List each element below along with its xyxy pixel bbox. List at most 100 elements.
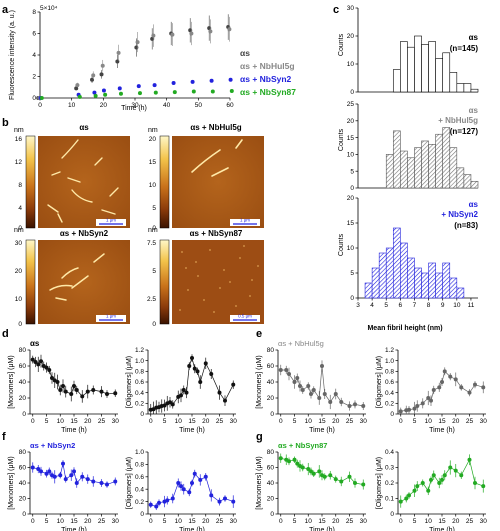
- y-tick-label: 20: [347, 195, 355, 202]
- y-tick-label: 0: [270, 411, 274, 418]
- data-point: [190, 481, 194, 485]
- data-point: [448, 374, 453, 379]
- data-point: [300, 465, 305, 470]
- data-point: [190, 356, 194, 360]
- data-point: [398, 499, 403, 504]
- x-tick-label: 4: [370, 302, 374, 309]
- data-point: [467, 390, 472, 395]
- data-point: [179, 393, 183, 398]
- y-tick-label: 0.1: [385, 496, 394, 503]
- data-point: [176, 481, 181, 485]
- x-tick-label: 10: [453, 302, 461, 309]
- data-point: [190, 79, 195, 84]
- x-tick-label: 3: [356, 302, 360, 309]
- x-tick-label: 20: [202, 518, 210, 525]
- hist-n: (n=83): [454, 221, 478, 230]
- x-tick-label: 10: [175, 518, 183, 525]
- y-tick-label: 0.2: [385, 401, 394, 408]
- afm-image: [38, 136, 130, 228]
- data-point: [58, 388, 63, 392]
- data-point: [361, 482, 366, 487]
- x-tick-label: 20: [332, 518, 340, 525]
- data-point: [440, 380, 444, 384]
- scalebar-label: 1 μm: [106, 314, 116, 319]
- series-line: [280, 365, 364, 407]
- x-tick-label: 20: [332, 418, 340, 425]
- x-tick-label: 25: [346, 518, 354, 525]
- histogram-bar: [470, 88, 479, 93]
- data-point: [117, 86, 122, 91]
- panel-f-title: αs + NbSyn2: [30, 441, 75, 450]
- data-point: [453, 468, 458, 473]
- legend-item-nbhul5g: αs + NbHul5g: [240, 61, 295, 71]
- data-point: [192, 471, 197, 476]
- y-tick-label: 5: [350, 168, 354, 175]
- cbar-tick: 4: [18, 205, 22, 212]
- panel-label-g: g: [256, 431, 263, 443]
- histogram-bar: [421, 44, 429, 93]
- afm-image-nbsyn87: nm 7.5 5 2.5 0 αs + NbSyn87 0.5 μm: [147, 227, 264, 328]
- x-axis-label: Time (h): [309, 427, 335, 434]
- panel-c-ylabel: Counts: [338, 33, 345, 56]
- data-point: [311, 388, 316, 392]
- afm-image-nbhul5g: nm 20 15 10 5 0 αs + NbHul5g 1 μm: [148, 123, 264, 232]
- data-point: [152, 83, 157, 88]
- x-tick-label: 5: [384, 302, 388, 309]
- data-point: [287, 459, 291, 464]
- data-point: [459, 473, 464, 478]
- x-tick-label: 15: [70, 518, 78, 525]
- data-point: [181, 487, 186, 492]
- y-tick-label: 10: [347, 245, 355, 252]
- panel-label-d: d: [2, 328, 9, 340]
- x-tick-label: 0: [279, 518, 283, 525]
- x-tick-label: 25: [216, 518, 224, 525]
- histogram-bar: [414, 267, 422, 299]
- x-tick-label: 25: [216, 418, 224, 425]
- data-point: [407, 407, 411, 412]
- data-point: [99, 72, 104, 77]
- x-tick-label: 0: [399, 418, 403, 425]
- legend-item-as: αs: [240, 48, 250, 58]
- x-tick-label: 25: [98, 518, 106, 525]
- data-point: [298, 384, 302, 388]
- data-point: [69, 473, 74, 478]
- histogram-bar: [442, 127, 451, 189]
- y-tick-label: 0: [22, 411, 26, 418]
- data-point: [333, 392, 338, 396]
- y-axis-label: [Oligomers] (μM): [376, 356, 383, 408]
- panel-c-height-histograms: Mean fibril height (nm) Counts Counts Co…: [338, 33, 479, 332]
- data-point: [453, 377, 458, 382]
- cbar-unit: nm: [148, 227, 158, 234]
- scalebar-box: [96, 219, 126, 226]
- histogram-bar: [378, 252, 387, 299]
- y-tick-label: 0.2: [135, 499, 144, 506]
- data-point: [30, 465, 35, 470]
- data-point: [339, 400, 344, 404]
- data-point: [52, 474, 57, 479]
- x-tick-label: 20: [84, 418, 92, 425]
- x-tick-label: 15: [188, 418, 196, 425]
- data-point: [63, 389, 68, 394]
- x-tick-label: 25: [346, 418, 354, 425]
- histogram-bar: [364, 282, 373, 299]
- x-tick-label: 30: [112, 518, 120, 525]
- data-point: [181, 388, 186, 392]
- data-point: [58, 473, 63, 478]
- y-tick-label: 0: [140, 511, 144, 518]
- x-tick-label: 0: [149, 518, 153, 525]
- histogram-bar: [414, 147, 422, 189]
- data-point: [198, 380, 203, 384]
- x-tick-label: 5: [293, 418, 297, 425]
- histogram-bar: [392, 227, 401, 299]
- histogram-bar: [442, 52, 451, 93]
- data-point: [448, 465, 453, 470]
- data-point: [278, 368, 283, 372]
- y-tick-label: 0: [390, 411, 394, 418]
- histogram-bar: [463, 83, 472, 93]
- data-point: [165, 498, 170, 503]
- data-point: [100, 63, 105, 68]
- y-tick-label: 0.6: [135, 474, 144, 481]
- x-axis-label: Time (h): [61, 527, 87, 531]
- data-point: [195, 369, 200, 374]
- data-point: [347, 474, 352, 479]
